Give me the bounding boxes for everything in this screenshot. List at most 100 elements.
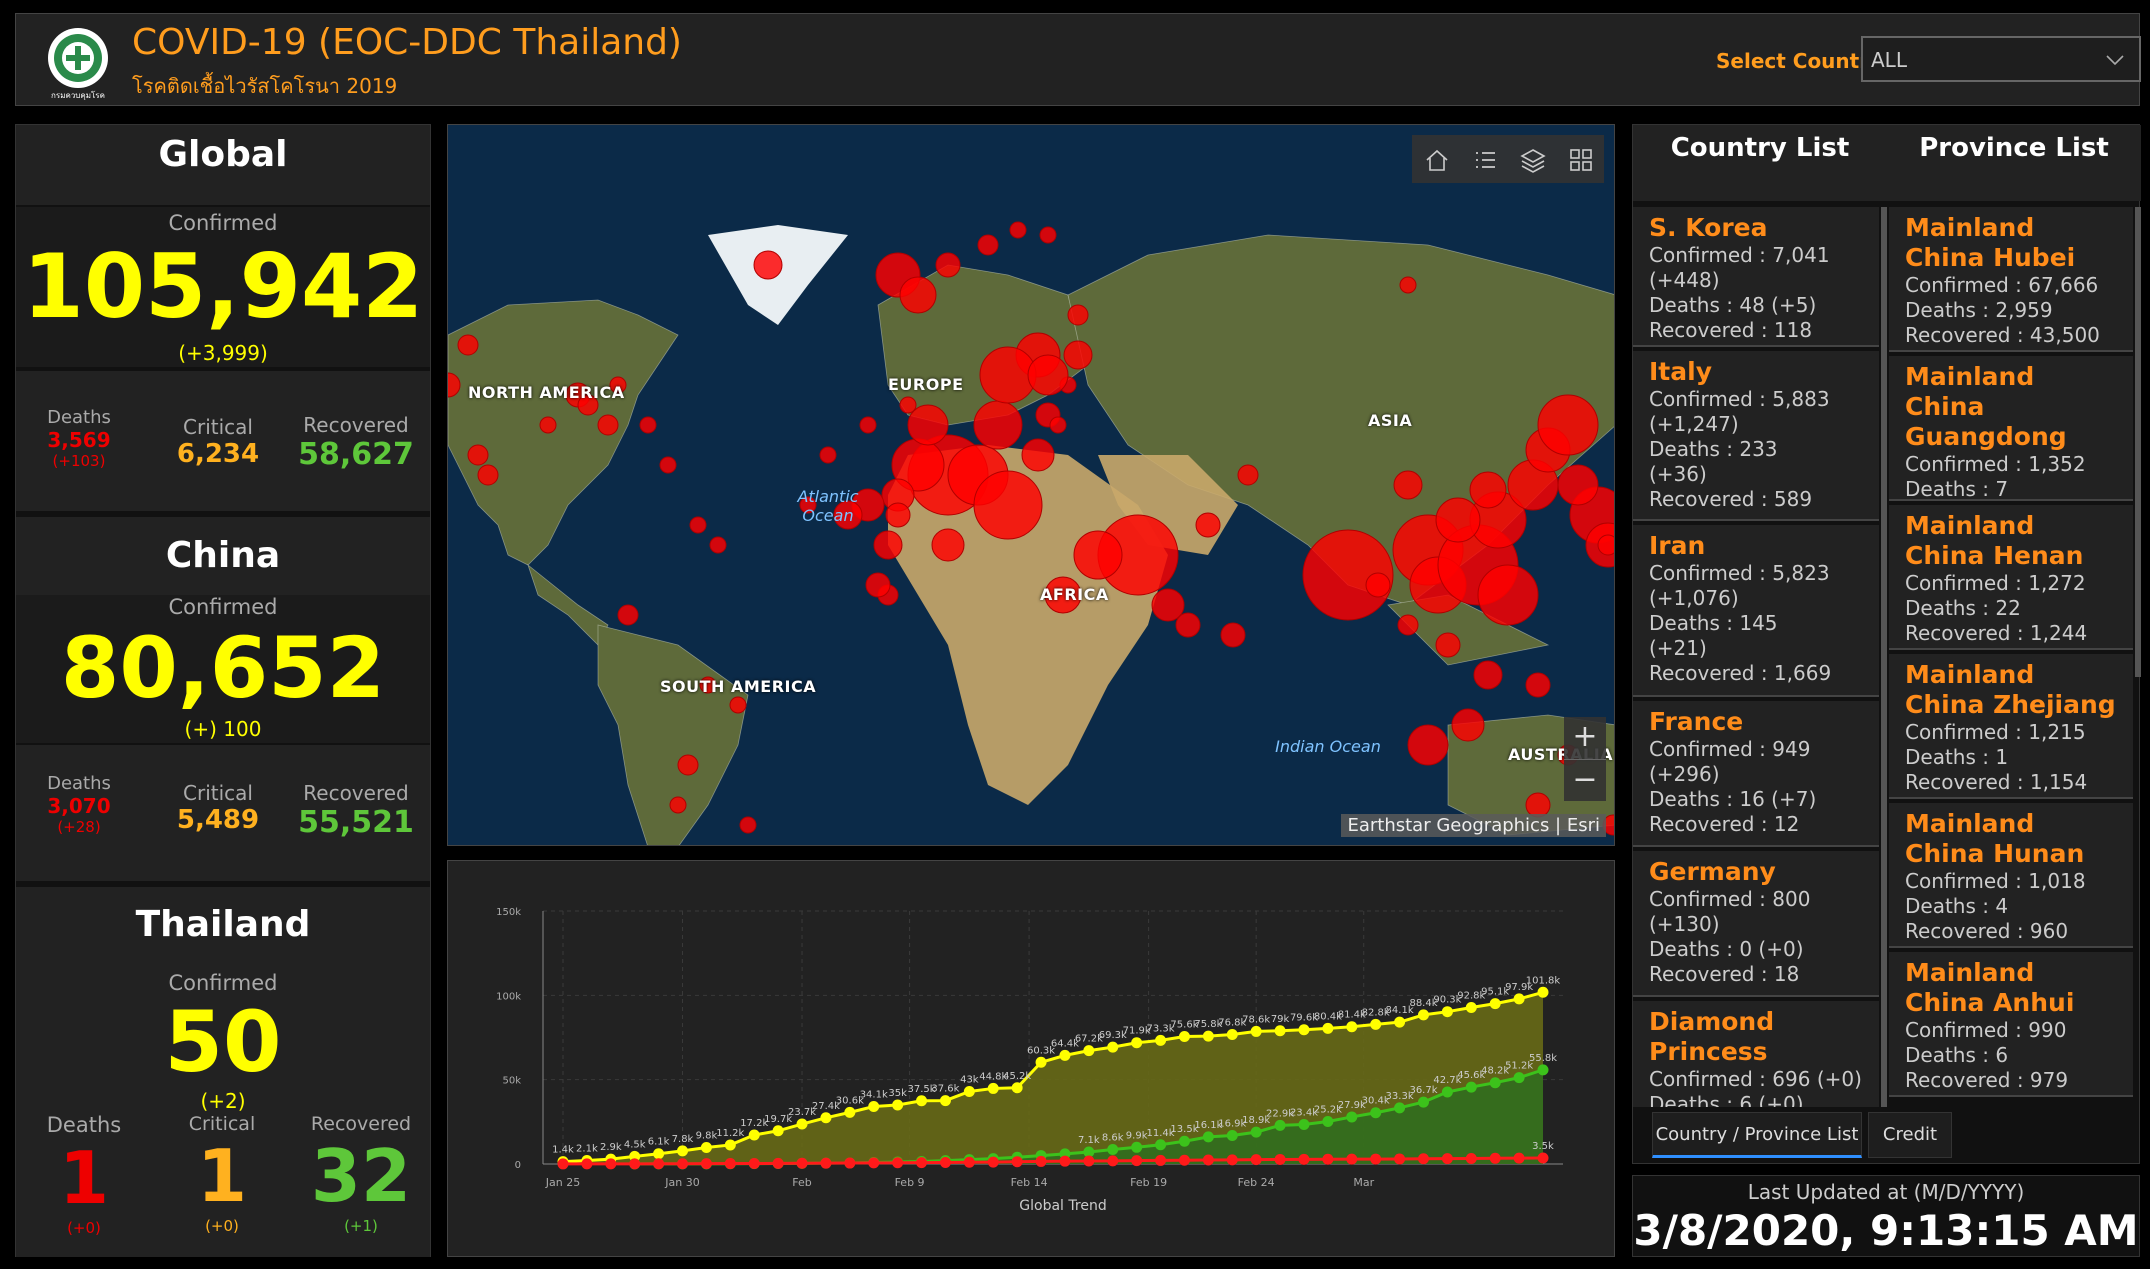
case-bubble[interactable] [1237, 464, 1259, 486]
tab-country-province-list[interactable]: Country / Province List [1652, 1112, 1862, 1158]
case-bubble[interactable] [1477, 564, 1539, 626]
case-bubble[interactable] [1063, 340, 1093, 370]
case-bubble[interactable] [1537, 394, 1599, 456]
case-bubble[interactable] [1067, 304, 1089, 326]
country-card[interactable]: Iran Confirmed : 5,823 (+1,076) Deaths : 14… [1633, 525, 1879, 697]
case-bubble[interactable] [1302, 529, 1394, 621]
case-bubble[interactable] [669, 796, 687, 814]
case-bubble[interactable] [448, 372, 461, 398]
province-list[interactable]: Mainland China Hubei Confirmed : 67,666 De… [1889, 207, 2133, 1107]
data-point [605, 1158, 617, 1170]
global-deaths-value: 3,569 [47, 428, 111, 452]
last-updated-panel: Last Updated at (M/D/YYYY) 3/8/2020, 9:1… [1632, 1175, 2140, 1257]
case-bubble[interactable] [1220, 622, 1246, 648]
case-bubble[interactable] [1525, 672, 1551, 698]
case-bubble[interactable] [799, 496, 817, 514]
case-bubble[interactable] [1469, 471, 1507, 509]
case-bubble[interactable] [1597, 534, 1615, 556]
central-america-land [527, 563, 609, 646]
case-bubble[interactable] [659, 456, 677, 474]
case-bubble[interactable] [577, 394, 599, 416]
case-bubble[interactable] [1151, 588, 1185, 622]
case-bubble[interactable] [907, 404, 949, 446]
case-bubble[interactable] [1009, 221, 1027, 239]
tab-credit[interactable]: Credit [1868, 1112, 1952, 1158]
case-bubble[interactable] [753, 250, 783, 280]
data-label: 37.5k [908, 1084, 936, 1095]
province-card[interactable]: Mainland China Hunan Confirmed : 1,018 Dea… [1889, 803, 2133, 948]
case-bubble[interactable] [1073, 530, 1123, 580]
zoom-out-button[interactable]: − [1564, 759, 1606, 801]
data-point [772, 1157, 784, 1169]
case-bubble[interactable] [1049, 416, 1067, 434]
case-bubble[interactable] [973, 470, 1043, 540]
case-bubble[interactable] [1393, 470, 1423, 500]
case-bubble[interactable] [1435, 632, 1461, 658]
province-card[interactable]: Mainland China Zhejiang Confirmed : 1,215… [1889, 654, 2133, 799]
case-bubble[interactable] [1195, 512, 1221, 538]
province-list-scrollbar[interactable] [2135, 207, 2141, 677]
country-card[interactable]: Germany Confirmed : 800 (+130) Deaths : 0 (… [1633, 851, 1879, 997]
case-bubble[interactable] [899, 396, 917, 414]
country-list-scrollbar[interactable] [1881, 207, 1887, 1107]
province-card[interactable]: Mainland China Hubei Confirmed : 67,666 De… [1889, 207, 2133, 352]
map-canvas[interactable] [448, 125, 1615, 846]
case-bubble[interactable] [609, 376, 627, 394]
case-bubble[interactable] [1473, 660, 1503, 690]
data-point [1537, 1152, 1549, 1164]
case-bubble[interactable] [819, 446, 837, 464]
case-bubble[interactable] [973, 400, 1023, 450]
case-bubble[interactable] [899, 276, 937, 314]
case-bubble[interactable] [457, 334, 479, 356]
case-bubble[interactable] [1175, 612, 1201, 638]
layers-icon[interactable] [1520, 147, 1546, 173]
case-bubble[interactable] [699, 676, 717, 694]
case-bubble[interactable] [977, 234, 999, 256]
case-bubble[interactable] [931, 528, 965, 562]
case-bubble[interactable] [597, 414, 619, 436]
china-title: China [16, 517, 430, 595]
case-bubble[interactable] [833, 500, 863, 530]
case-bubble[interactable] [1365, 572, 1391, 598]
country-select[interactable]: ALL [1861, 36, 2141, 82]
case-bubble[interactable] [677, 754, 699, 776]
case-bubble[interactable] [1039, 226, 1057, 244]
case-bubble[interactable] [709, 536, 727, 554]
case-bubble[interactable] [859, 416, 877, 434]
case-bubble[interactable] [1451, 708, 1485, 742]
case-bubble[interactable] [689, 516, 707, 534]
case-bubble[interactable] [1557, 464, 1599, 506]
province-card[interactable]: Mainland China Anhui Confirmed : 990 Death… [1889, 952, 2133, 1097]
case-bubble[interactable] [1021, 438, 1055, 472]
zoom-in-button[interactable]: + [1572, 719, 1598, 754]
data-point [1441, 1006, 1453, 1018]
case-bubble[interactable] [1399, 276, 1417, 294]
world-map[interactable]: NORTH AMERICA EUROPE ASIA AFRICA SOUTH A… [447, 124, 1615, 846]
case-bubble[interactable] [729, 696, 747, 714]
province-card[interactable]: Mainland China Henan Confirmed : 1,272 Dea… [1889, 505, 2133, 650]
case-bubble[interactable] [873, 530, 903, 560]
case-bubble[interactable] [617, 604, 639, 626]
case-bubble[interactable] [1027, 354, 1069, 396]
country-list[interactable]: S. Korea Confirmed : 7,041 (+448) Deaths : … [1633, 207, 1879, 1107]
case-bubble[interactable] [885, 502, 911, 528]
province-card[interactable]: Mainland China Guangdong Confirmed : 1,35… [1889, 356, 2133, 526]
legend-list-icon[interactable] [1472, 147, 1498, 173]
case-bubble[interactable] [539, 416, 557, 434]
case-bubble[interactable] [865, 572, 891, 598]
case-bubble[interactable] [1397, 614, 1419, 636]
case-bubble[interactable] [935, 252, 961, 278]
basemap-gallery-icon[interactable] [1568, 147, 1594, 173]
case-bubble[interactable] [467, 444, 489, 466]
case-bubble[interactable] [1435, 497, 1481, 543]
country-card[interactable]: France Confirmed : 949 (+296) Deaths : 16 (… [1633, 701, 1879, 847]
country-card[interactable]: Diamond Princess Confirmed : 696 (+0) Deat… [1633, 1001, 1879, 1107]
country-card[interactable]: S. Korea Confirmed : 7,041 (+448) Deaths : … [1633, 207, 1879, 347]
case-bubble[interactable] [1044, 576, 1082, 614]
case-bubble[interactable] [739, 816, 757, 834]
home-icon[interactable] [1424, 147, 1450, 173]
case-bubble[interactable] [639, 416, 657, 434]
country-card[interactable]: Italy Confirmed : 5,883 (+1,247) Deaths : 2… [1633, 351, 1879, 521]
case-bubble[interactable] [477, 464, 499, 486]
case-bubble[interactable] [1407, 724, 1449, 766]
